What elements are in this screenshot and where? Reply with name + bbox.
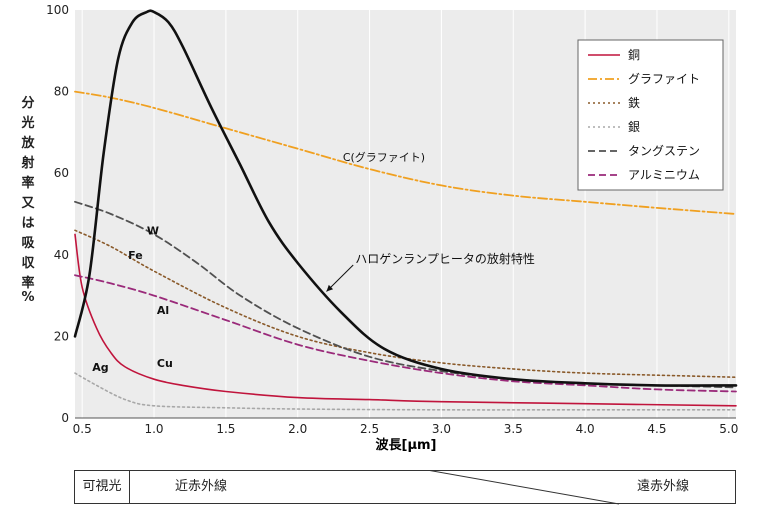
- y-axis-unit: %: [21, 290, 35, 305]
- series-line-0: [74, 233, 737, 407]
- annotation-2: Fe: [128, 249, 143, 262]
- x-tick-label-8: 4.5: [647, 422, 666, 436]
- x-tick-label-7: 4.0: [576, 422, 595, 436]
- y-tick-label-4: 80: [54, 85, 69, 99]
- legend-box: [577, 39, 724, 191]
- annotation-6: ハロゲンランプヒータの放射特性: [355, 251, 535, 266]
- band-divider: [429, 471, 620, 505]
- y-axis-label-char: 射: [21, 156, 35, 171]
- series-line-6: [73, 9, 738, 387]
- x-tick-label-3: 2.0: [288, 422, 307, 436]
- x-tick-label-5: 3.0: [432, 422, 451, 436]
- visible-light-label: 可視光: [75, 471, 130, 503]
- y-axis-label-char: は: [21, 216, 35, 231]
- x-tick-label-4: 2.5: [360, 422, 379, 436]
- y-tick-label-1: 20: [54, 329, 69, 343]
- x-axis-label: 波長[μm]: [376, 437, 437, 453]
- x-tick-label-2: 1.5: [216, 422, 235, 436]
- annotation-3: Al: [157, 304, 169, 317]
- y-axis-label-char: 分: [21, 96, 35, 111]
- series-line-3: [74, 372, 737, 411]
- y-axis-label-char: 率: [21, 176, 35, 191]
- legend-label-0: 銅: [628, 48, 640, 62]
- annotation-0: C(グラファイト): [343, 150, 425, 164]
- x-tick-label-6: 3.5: [504, 422, 523, 436]
- annotation-arrow-head: [326, 284, 334, 292]
- y-tick-label-3: 60: [54, 166, 69, 180]
- annotation-1: W: [147, 224, 159, 237]
- y-tick-label-2: 40: [54, 248, 69, 262]
- y-axis-label-char: 光: [21, 116, 35, 131]
- legend-label-1: グラファイト: [628, 72, 700, 86]
- y-axis-label-char: 又: [21, 196, 35, 211]
- near-infrared-label: 近赤外線: [175, 479, 228, 494]
- y-tick-label-0: 0: [61, 411, 69, 425]
- annotation-5: Ag: [92, 361, 108, 374]
- x-tick-label-0: 0.5: [73, 422, 92, 436]
- legend-label-3: 銀: [628, 120, 640, 134]
- annotation-4: Cu: [157, 357, 173, 370]
- y-tick-label-5: 100: [46, 3, 69, 17]
- legend-label-5: アルミニウム: [628, 168, 700, 182]
- spectrum-band: 可視光 近赤外線 遠赤外線: [74, 470, 736, 505]
- y-axis-label-char: 収: [21, 256, 35, 271]
- y-axis-label-char: 率: [21, 276, 35, 291]
- y-axis-label-char: 放: [21, 136, 35, 151]
- series-line-2: [74, 229, 737, 378]
- x-tick-label-1: 1.0: [144, 422, 163, 436]
- legend-label-2: 鉄: [628, 95, 640, 110]
- series-line-5: [74, 274, 737, 393]
- y-axis-label-char: 吸: [21, 236, 35, 251]
- legend-label-4: タングステン: [628, 144, 700, 158]
- series-line-1: [74, 90, 737, 215]
- far-infrared-label: 遠赤外線: [636, 479, 689, 494]
- x-tick-label-9: 5.0: [719, 422, 738, 436]
